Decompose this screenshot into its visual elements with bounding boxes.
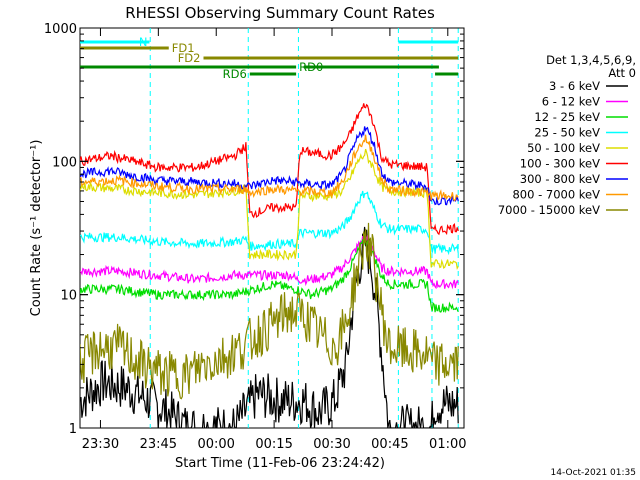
- y-axis-label: Count Rate (s⁻¹ detector⁻¹): [29, 140, 44, 317]
- x-tick-label: 23:30: [82, 437, 119, 452]
- legend-entry: 300 - 800 keV: [520, 172, 600, 186]
- y-tick-label: 1000: [44, 22, 77, 37]
- footer-date: 14-Oct-2021 01:35: [551, 468, 636, 478]
- series-line: [80, 226, 459, 428]
- legend: Det 1,3,4,5,6,9,Att 0 3 - 6 keV 6 - 12 keV…: [498, 53, 636, 217]
- series-line: [80, 190, 459, 256]
- x-axis: 23:30 23:45 00:00 00:15 00:30 00:45 01:00: [82, 28, 467, 452]
- series-line: [80, 233, 459, 290]
- legend-entry: 25 - 50 keV: [534, 126, 600, 140]
- legend-entry: 12 - 25 keV: [534, 110, 600, 124]
- y-tick-label: 100: [52, 155, 77, 170]
- series-line: [80, 126, 459, 206]
- state-label: RD0: [299, 60, 323, 74]
- series-line: [80, 237, 459, 314]
- x-tick-label: 00:45: [371, 437, 408, 452]
- plot-frame: [79, 27, 465, 429]
- legend-entry: 100 - 300 keV: [520, 157, 600, 171]
- y-axis: 1 10 100 1000: [44, 22, 464, 437]
- state-label: FD2: [178, 51, 201, 65]
- series-line: [80, 103, 459, 236]
- x-tick-label: 01:00: [429, 437, 466, 452]
- legend-entry: 7000 - 15000 keV: [498, 203, 600, 217]
- series-line: [80, 222, 459, 400]
- x-tick-label: 23:45: [140, 437, 177, 452]
- series-line: [80, 148, 459, 270]
- legend-header: Det 1,3,4,5,6,9,: [546, 53, 636, 67]
- chart-title: RHESSI Observing Summary Count Rates: [125, 4, 435, 22]
- legend-entry: 6 - 12 keV: [542, 95, 600, 109]
- state-label: N: [139, 35, 148, 49]
- y-tick-label: 1: [69, 422, 77, 437]
- x-tick-label: 00:00: [197, 437, 234, 452]
- state-label: FD1: [172, 41, 195, 55]
- legend-entry: 800 - 7000 keV: [512, 188, 600, 202]
- series-lines: [80, 103, 459, 428]
- legend-entry: 50 - 100 keV: [527, 141, 600, 155]
- series-line: [80, 134, 459, 202]
- state-label: RD6: [223, 67, 247, 81]
- legend-header: Att 0: [608, 66, 636, 80]
- x-axis-label: Start Time (11-Feb-06 23:24:42): [175, 456, 385, 471]
- x-tick-label: 00:15: [255, 437, 292, 452]
- y-tick-label: 10: [60, 289, 77, 304]
- legend-entry: 3 - 6 keV: [549, 79, 600, 93]
- x-tick-label: 00:30: [313, 437, 350, 452]
